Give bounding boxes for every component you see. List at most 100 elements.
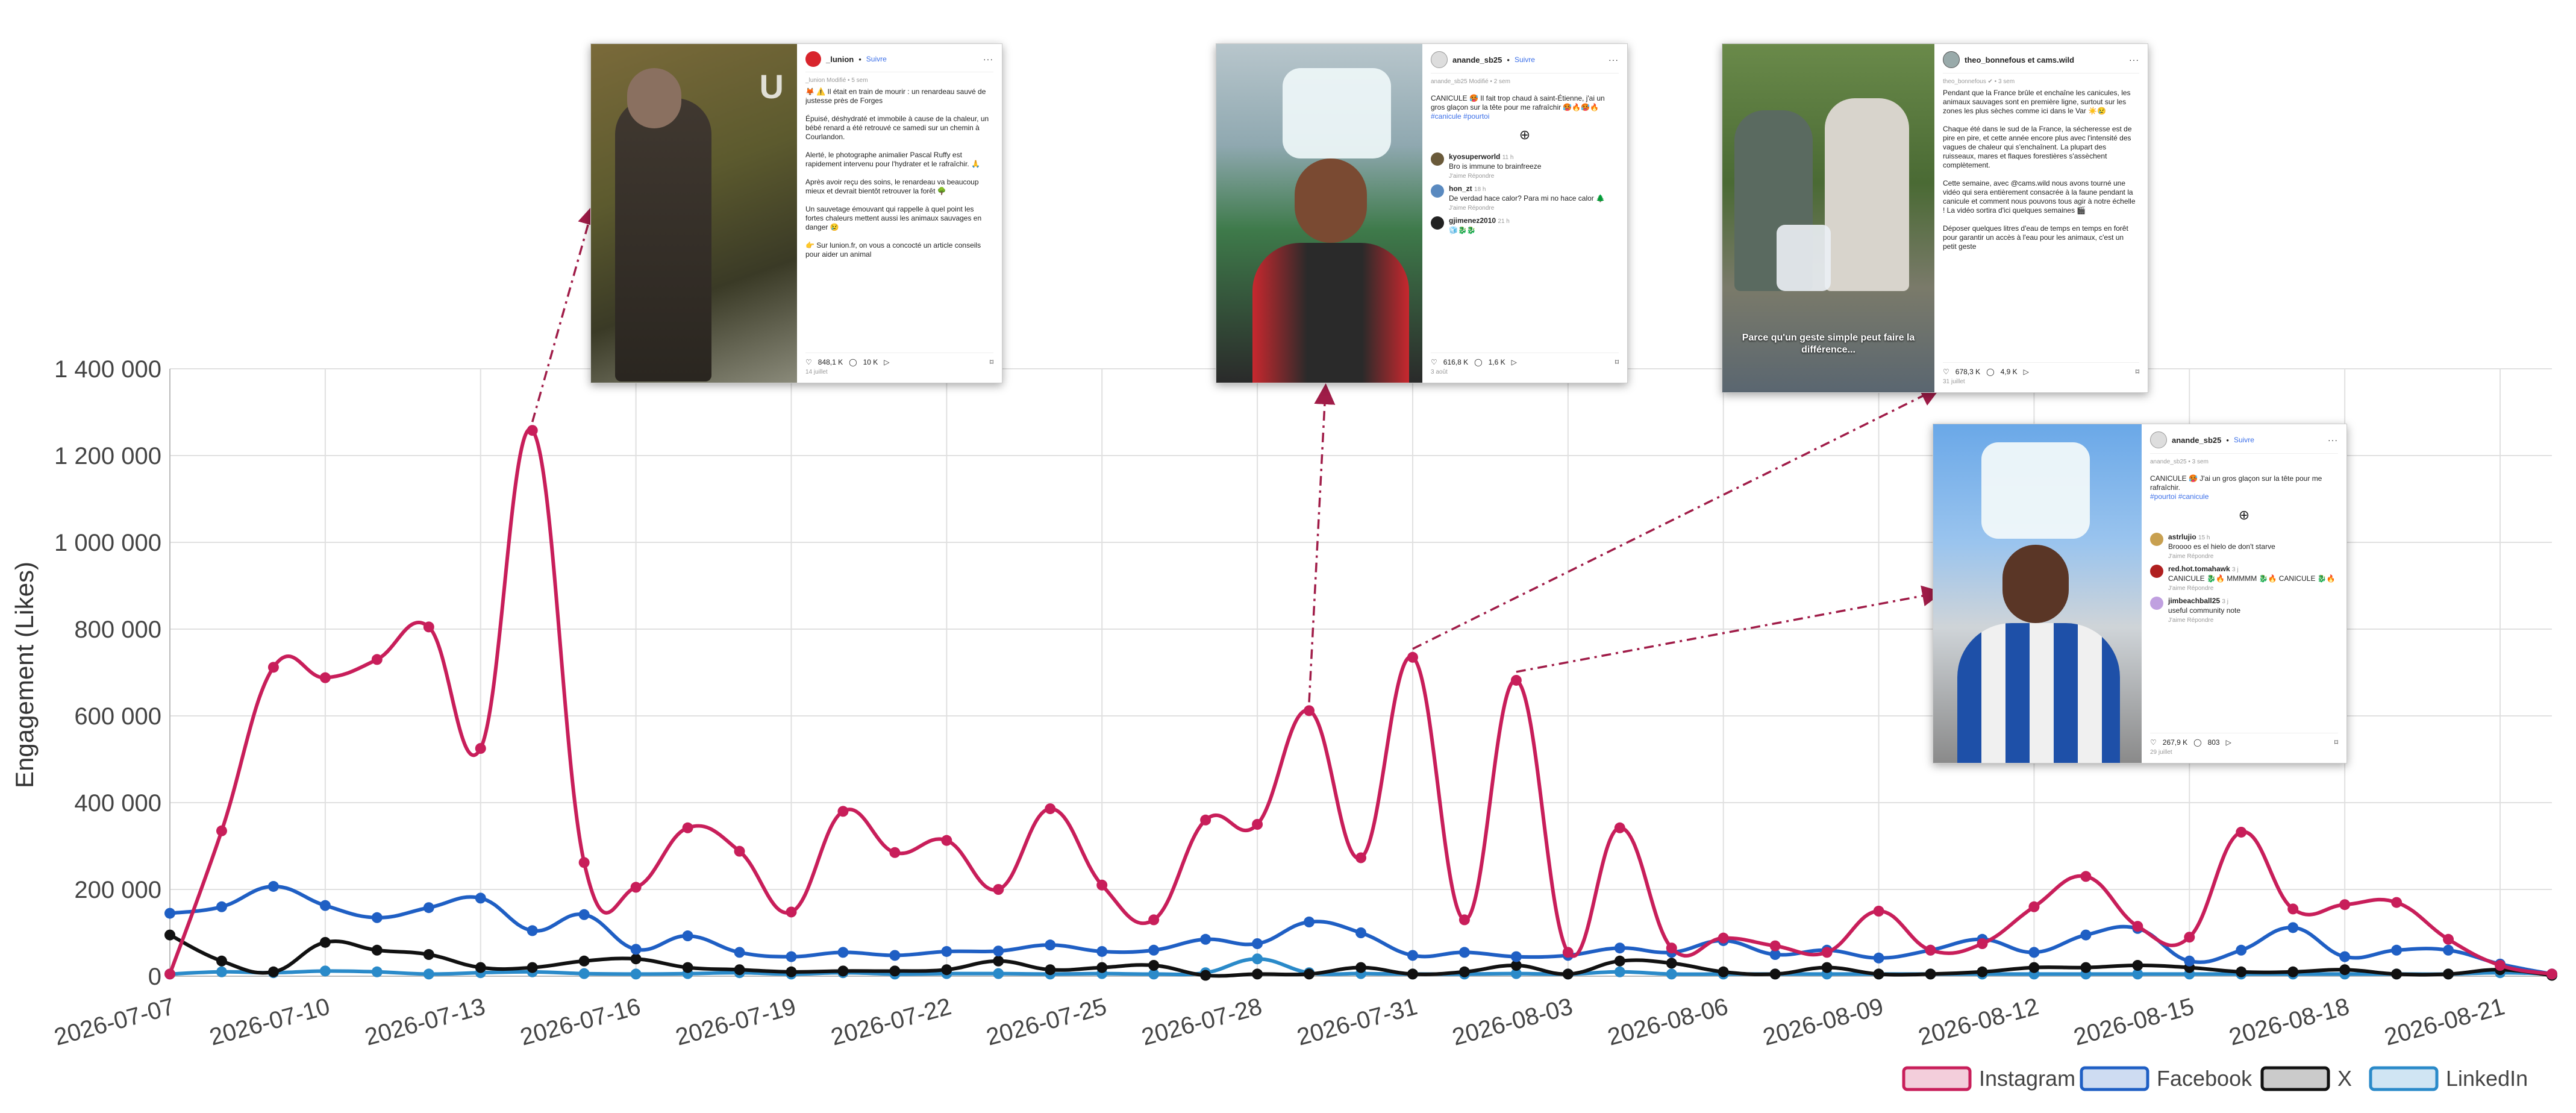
- data-point-facebook[interactable]: [2028, 947, 2040, 958]
- data-point-x[interactable]: [1718, 966, 1729, 977]
- data-point-instagram[interactable]: [2287, 903, 2299, 915]
- data-point-x[interactable]: [2391, 968, 2402, 980]
- data-point-instagram[interactable]: [1666, 942, 1677, 954]
- data-point-facebook[interactable]: [2236, 944, 2247, 956]
- bookmark-icon[interactable]: ⌑: [2334, 738, 2338, 747]
- data-point-instagram[interactable]: [371, 654, 383, 665]
- follow-button[interactable]: Suivre: [2233, 436, 2254, 444]
- data-point-instagram[interactable]: [1769, 940, 1781, 952]
- data-point-instagram[interactable]: [216, 825, 227, 836]
- data-point-facebook[interactable]: [527, 925, 538, 936]
- data-point-facebook[interactable]: [1873, 952, 1884, 964]
- data-point-x[interactable]: [578, 955, 590, 967]
- comment-icon[interactable]: ◯: [1986, 368, 1995, 376]
- data-point-x[interactable]: [423, 949, 434, 960]
- legend-swatch-x[interactable]: [2260, 1066, 2330, 1091]
- data-point-x[interactable]: [1925, 968, 1936, 980]
- data-point-instagram[interactable]: [578, 857, 590, 868]
- data-point-linkedin[interactable]: [630, 968, 642, 980]
- data-point-facebook[interactable]: [423, 902, 434, 914]
- caption-tags[interactable]: #pourtoi #canicule: [2150, 492, 2209, 501]
- data-point-x[interactable]: [2287, 966, 2299, 977]
- data-point-x[interactable]: [1614, 955, 1625, 967]
- data-point-instagram[interactable]: [2132, 921, 2143, 932]
- username[interactable]: anande_sb25: [2172, 435, 2222, 445]
- legend-label-linkedin[interactable]: LinkedIn: [2446, 1066, 2528, 1091]
- comment-actions[interactable]: J'aime Répondre: [1449, 173, 1495, 180]
- data-point-facebook[interactable]: [1200, 933, 1211, 945]
- data-point-linkedin[interactable]: [993, 968, 1004, 979]
- data-point-x[interactable]: [1355, 962, 1366, 973]
- comment-icon[interactable]: ◯: [849, 358, 857, 366]
- data-point-x[interactable]: [1304, 968, 1315, 980]
- data-point-facebook[interactable]: [1407, 950, 1418, 961]
- legend-swatch-facebook[interactable]: [2080, 1066, 2149, 1091]
- data-point-instagram[interactable]: [2546, 968, 2557, 980]
- data-point-instagram[interactable]: [1200, 814, 1211, 826]
- data-point-x[interactable]: [1977, 966, 1988, 977]
- comment-user[interactable]: gjimenez2010: [1449, 216, 1496, 225]
- data-point-instagram[interactable]: [682, 822, 693, 833]
- data-point-x[interactable]: [1873, 968, 1884, 980]
- data-point-instagram[interactable]: [941, 835, 952, 846]
- data-point-instagram[interactable]: [1096, 879, 1108, 891]
- data-point-instagram[interactable]: [1925, 944, 1936, 956]
- avatar[interactable]: [1943, 51, 1960, 68]
- data-point-facebook[interactable]: [267, 880, 279, 892]
- data-point-x[interactable]: [1458, 966, 1470, 977]
- data-point-instagram[interactable]: [993, 884, 1004, 895]
- data-point-x[interactable]: [319, 936, 331, 948]
- data-point-instagram[interactable]: [1148, 914, 1160, 926]
- bookmark-icon[interactable]: ⌑: [989, 358, 993, 366]
- bookmark-icon[interactable]: ⌑: [1615, 358, 1619, 366]
- data-point-x[interactable]: [164, 929, 175, 941]
- comment-user[interactable]: astrlujio: [2168, 533, 2196, 541]
- data-point-facebook[interactable]: [734, 947, 745, 958]
- data-point-facebook[interactable]: [1252, 938, 1263, 949]
- data-point-x[interactable]: [2339, 964, 2351, 976]
- more-options-icon[interactable]: ···: [2328, 435, 2338, 445]
- data-point-x[interactable]: [2080, 962, 2092, 973]
- data-point-facebook[interactable]: [837, 947, 849, 958]
- data-point-instagram[interactable]: [2184, 932, 2195, 943]
- data-point-instagram[interactable]: [2391, 897, 2402, 908]
- data-point-instagram[interactable]: [475, 743, 486, 754]
- data-point-facebook[interactable]: [1045, 939, 1056, 951]
- data-point-x[interactable]: [786, 966, 797, 977]
- more-options-icon[interactable]: ···: [1608, 55, 1619, 64]
- plus-icon[interactable]: ⊕: [2238, 507, 2250, 522]
- data-point-facebook[interactable]: [1148, 944, 1160, 956]
- data-point-facebook[interactable]: [1096, 945, 1108, 957]
- data-point-instagram[interactable]: [1562, 947, 1574, 958]
- data-point-instagram[interactable]: [1355, 852, 1366, 864]
- follow-button[interactable]: Suivre: [1514, 55, 1535, 64]
- username[interactable]: anande_sb25: [1452, 55, 1502, 64]
- data-point-instagram[interactable]: [786, 906, 797, 918]
- data-point-facebook[interactable]: [1458, 947, 1470, 958]
- data-point-x[interactable]: [889, 965, 901, 977]
- data-point-x[interactable]: [1510, 960, 1522, 971]
- data-point-x[interactable]: [475, 962, 486, 973]
- data-point-facebook[interactable]: [2339, 951, 2351, 962]
- data-point-facebook[interactable]: [1510, 951, 1522, 962]
- data-point-x[interactable]: [993, 955, 1004, 967]
- data-point-instagram[interactable]: [2339, 899, 2351, 911]
- data-point-linkedin[interactable]: [371, 966, 383, 977]
- data-point-x[interactable]: [1045, 964, 1056, 976]
- data-point-linkedin[interactable]: [1666, 968, 1677, 980]
- data-point-facebook[interactable]: [319, 900, 331, 911]
- bookmark-icon[interactable]: ⌑: [2135, 368, 2139, 376]
- data-point-x[interactable]: [216, 955, 227, 967]
- legend-swatch-linkedin[interactable]: [2369, 1066, 2439, 1091]
- data-point-x[interactable]: [734, 964, 745, 976]
- data-point-facebook[interactable]: [993, 945, 1004, 957]
- data-point-x[interactable]: [527, 962, 538, 973]
- data-point-instagram[interactable]: [164, 968, 175, 980]
- data-point-facebook[interactable]: [216, 901, 227, 912]
- comment-user[interactable]: red.hot.tomahawk: [2168, 565, 2230, 573]
- data-point-x[interactable]: [941, 964, 952, 976]
- data-point-instagram[interactable]: [423, 621, 434, 633]
- data-point-x[interactable]: [2236, 966, 2247, 977]
- data-point-linkedin[interactable]: [2132, 968, 2143, 980]
- data-point-instagram[interactable]: [1045, 803, 1056, 815]
